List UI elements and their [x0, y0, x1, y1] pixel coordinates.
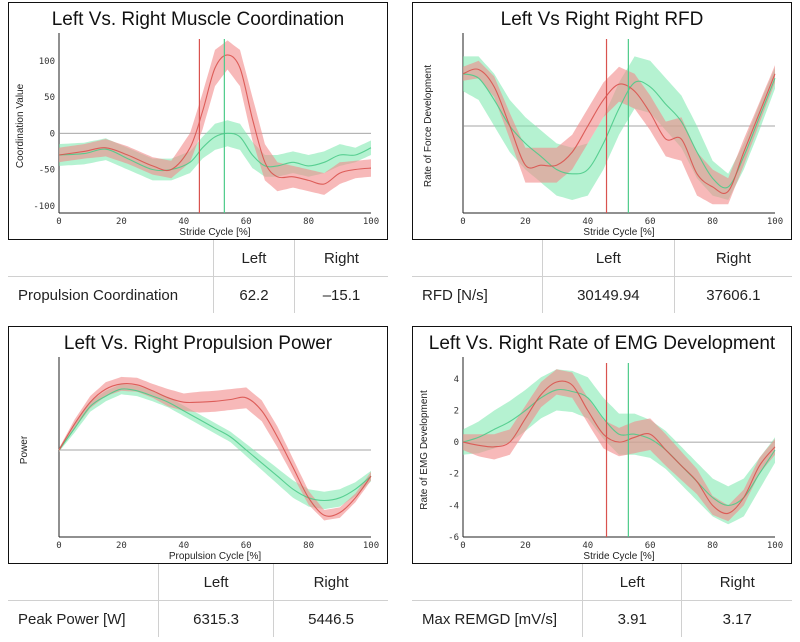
x-tick-label: 60 — [241, 217, 252, 227]
y-tick-label: -2 — [448, 470, 459, 480]
left-header: Left — [213, 240, 295, 277]
metric-name: RFD [N/s] — [422, 286, 488, 304]
metric-right-value: 5446.5 — [273, 600, 388, 637]
x-tick-label: 60 — [645, 217, 656, 227]
metric-left-value: 30149.94 — [542, 276, 675, 313]
right-header: Right — [673, 240, 792, 277]
chart-rfd: Left Vs Right Right RFD 0 20 40 60 80 100 Stri… — [412, 2, 792, 240]
right-header: Right — [681, 564, 792, 601]
x-tick-label: 0 — [56, 217, 61, 227]
x-tick-label: 80 — [707, 217, 718, 227]
series-line-left — [58, 54, 372, 185]
plot-area: 0 20 40 60 80 100 Propulsion Cycle [%] Power — [19, 357, 379, 562]
x-tick-label: 40 — [178, 217, 189, 227]
y-tick-label: 2 — [454, 406, 459, 416]
x-tick-label: 20 — [116, 541, 127, 551]
y-axis-label: Rate of Force Development — [423, 65, 434, 188]
metric-left-value: 6315.3 — [157, 600, 274, 637]
x-tick-label: 20 — [520, 217, 531, 227]
x-tick-label: 40 — [582, 541, 593, 551]
y-tick-label: 4 — [454, 375, 459, 385]
series-band-left — [59, 40, 371, 195]
metric-right-value: –15.1 — [293, 276, 388, 313]
y-tick-label: 0 — [50, 129, 55, 139]
y-tick-label: 100 — [39, 57, 55, 67]
x-tick-label: 0 — [460, 541, 465, 551]
x-tick-label: 80 — [303, 541, 314, 551]
x-tick-label: 100 — [767, 217, 783, 227]
x-axis-label: Propulsion Cycle [%] — [169, 551, 261, 562]
series-line-right — [462, 73, 776, 189]
plot-area: 0 20 40 60 80 100 Stride Cycle [%] Rate of Forc… — [423, 33, 783, 238]
series-band-left — [59, 376, 371, 521]
series-line-left — [58, 383, 372, 517]
metric-right-value: 3.17 — [681, 600, 792, 637]
series-line-left — [462, 68, 776, 195]
series-band-left — [463, 369, 775, 522]
right-header: Right — [293, 240, 388, 277]
left-header: Left — [581, 564, 682, 601]
x-tick-label: 0 — [460, 217, 465, 227]
y-tick-label: -50 — [39, 166, 55, 176]
series-band-right — [59, 383, 371, 510]
x-tick-label: 80 — [707, 541, 718, 551]
y-tick-label: -6 — [448, 533, 459, 543]
x-tick-label: 40 — [178, 541, 189, 551]
metrics-table: Left Right Peak Power [W] 6315.3 5446.5 — [8, 564, 388, 637]
series-band-left — [463, 60, 775, 205]
metric-left-value: 3.91 — [581, 600, 682, 637]
left-header: Left — [542, 240, 675, 277]
x-tick-label: 80 — [303, 217, 314, 227]
metrics-table: Left Right RFD [N/s] 30149.94 37606.1 — [412, 240, 792, 313]
y-axis-label: Rate of EMG Development — [419, 390, 430, 510]
chart-title: Left Vs. Right Muscle Coordination — [51, 9, 345, 30]
metric-right-value: 37606.1 — [673, 276, 792, 313]
x-tick-label: 100 — [363, 217, 379, 227]
x-tick-label: 100 — [363, 541, 379, 551]
right-header: Right — [273, 564, 388, 601]
series-line-right — [462, 388, 776, 506]
chart-muscle-coordination: Left Vs. Right Muscle Coordination 0 20 40… — [8, 2, 388, 240]
x-tick-label: 40 — [582, 217, 593, 227]
y-tick-label: -100 — [33, 202, 55, 212]
y-tick-label: -4 — [448, 501, 459, 511]
chart-emg-development: Left Vs. Right Rate of EMG Development 0… — [412, 326, 792, 564]
y-tick-label: 50 — [44, 93, 55, 103]
chart-title: Left Vs. Right Propulsion Power — [63, 333, 333, 354]
metrics-table: Left Right Max REMGD [mV/s] 3.91 3.17 — [412, 564, 792, 637]
chart-propulsion-power: Left Vs. Right Propulsion Power 0 20 40 60 8… — [8, 326, 388, 564]
x-axis-label: Stride Cycle [%] — [583, 227, 654, 238]
metric-name: Peak Power [W] — [18, 610, 126, 628]
series-line-right — [58, 388, 372, 502]
left-header: Left — [157, 564, 274, 601]
y-axis-label: Coordination Value — [15, 83, 26, 168]
x-tick-label: 20 — [116, 217, 127, 227]
x-tick-label: 100 — [767, 541, 783, 551]
chart-title: Left Vs Right Right RFD — [500, 9, 704, 30]
x-tick-label: 60 — [241, 541, 252, 551]
y-tick-label: 0 — [454, 438, 459, 448]
x-axis-label: Stride Cycle [%] — [179, 227, 250, 238]
metrics-table: Left Right Propulsion Coordination 62.2 –15… — [8, 240, 388, 313]
metric-left-value: 62.2 — [213, 276, 295, 313]
plot-area: 0 20 40 60 80 100 100 50 0 -50 -100 Stride Cycle [%… — [15, 33, 379, 238]
x-tick-label: 0 — [56, 541, 61, 551]
x-axis-label: Stride Cycle [%] — [583, 551, 654, 562]
series-line-left — [462, 380, 776, 515]
x-tick-label: 20 — [520, 541, 531, 551]
metric-name: Propulsion Coordination — [18, 286, 179, 304]
series-line-right — [58, 132, 372, 172]
x-tick-label: 60 — [645, 541, 656, 551]
chart-title: Left Vs. Right Rate of EMG Development — [428, 333, 776, 354]
metric-name: Max REMGD [mV/s] — [422, 610, 558, 628]
y-axis-label: Power — [19, 435, 30, 464]
